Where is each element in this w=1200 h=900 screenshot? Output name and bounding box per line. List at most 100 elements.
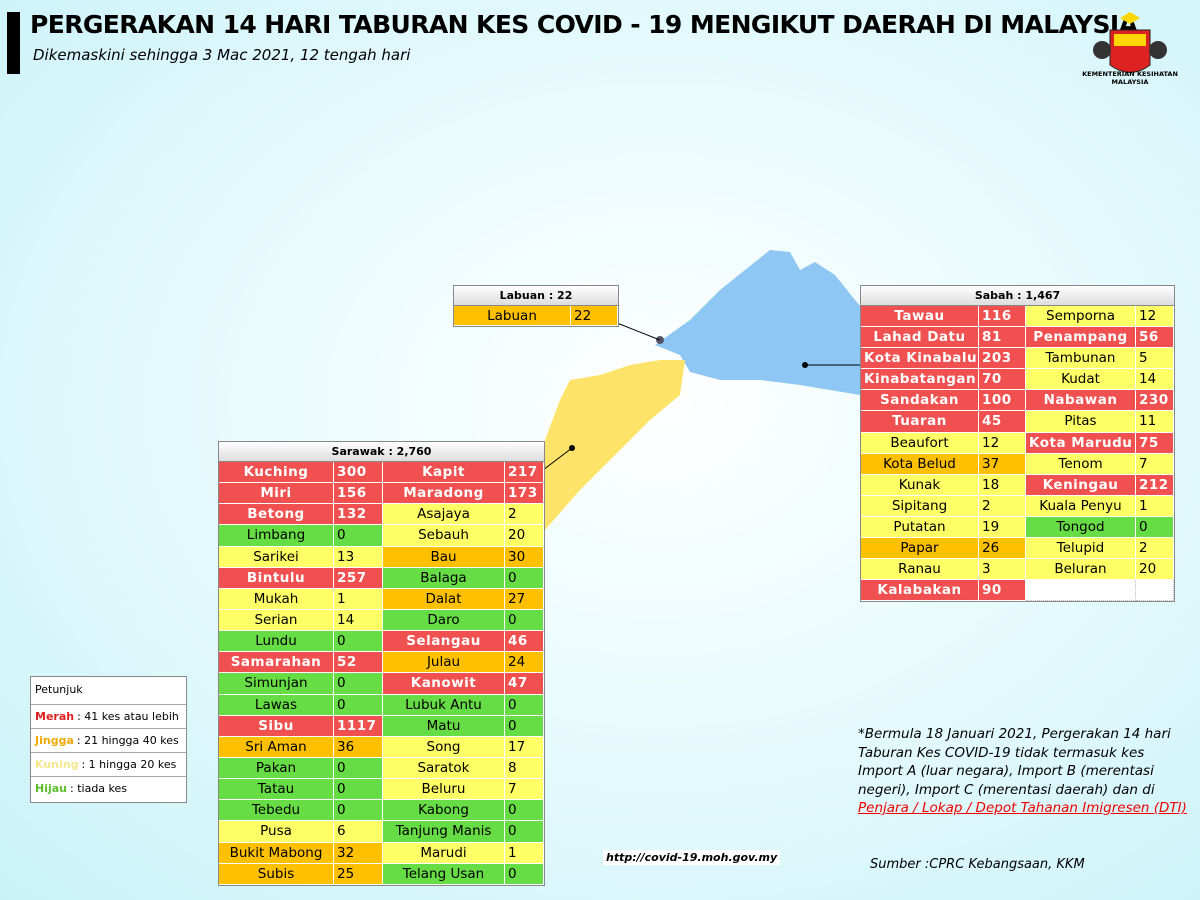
district-name: Bintulu (219, 567, 334, 589)
case-count: 52 (334, 652, 383, 674)
district-name: Betong (219, 504, 334, 526)
case-count: 1 (334, 588, 383, 610)
case-count: 90 (979, 580, 1026, 602)
case-count: 32 (334, 842, 383, 864)
table-row: Limbang 0 Sebauh 20 (219, 525, 544, 547)
district-name: Ranau (861, 559, 979, 581)
case-count: 25 (334, 863, 383, 885)
case-count: 1117 (334, 715, 383, 737)
case-count: 81 (979, 327, 1026, 349)
case-count: 203 (979, 348, 1026, 370)
legend-item: Merah: 41 kes atau lebih (31, 704, 186, 728)
table-row: Sibu 1117 Matu 0 (219, 715, 544, 737)
table-title: Sabah : 1,467 (861, 286, 1174, 306)
district-name: Sarikei (219, 546, 334, 568)
district-name: Kota Belud (861, 453, 979, 475)
case-count: 7 (1136, 453, 1174, 475)
district-name: Samarahan (219, 652, 334, 674)
url[interactable]: http://covid-19.moh.gov.my (603, 850, 781, 865)
legend: Petunjuk Merah: 41 kes atau lebih Jingga:… (30, 676, 187, 803)
case-count (1136, 580, 1174, 602)
district-name: Kudat (1026, 369, 1136, 391)
district-name: Subis (219, 863, 334, 885)
table-row: Labuan 22 (454, 306, 618, 326)
table-row: Betong 132 Asajaya 2 (219, 504, 544, 526)
labuan-table: Labuan : 22 Labuan 22 (453, 285, 619, 327)
table-row: Tuaran 45 Pitas 11 (861, 411, 1174, 433)
table-row: Samarahan 52 Julau 24 (219, 652, 544, 674)
table-row: Bintulu 257 Balaga 0 (219, 567, 544, 589)
district-name: Miri (219, 483, 334, 505)
table-row: Sri Aman 36 Song 17 (219, 736, 544, 758)
logo (1093, 12, 1167, 73)
legend-label: Kuning (35, 758, 79, 771)
connector-dot (569, 445, 575, 451)
district-name: Balaga (383, 567, 505, 589)
district-name: Sri Aman (219, 736, 334, 758)
table-row: Putatan 19 Tongod 0 (861, 516, 1174, 539)
district-name: Tanjung Manis (383, 821, 505, 843)
district-name: Beaufort (861, 432, 979, 454)
district-name: Kanowit (383, 673, 505, 695)
case-count: 30 (505, 546, 544, 568)
case-count: 27 (505, 588, 544, 610)
case-count: 300 (334, 462, 383, 484)
case-count: 56 (1136, 327, 1174, 349)
note-text: *Bermula 18 Januari 2021, Pergerakan 14 … (858, 726, 1171, 798)
district-name: Lawas (219, 694, 334, 716)
case-count: 45 (979, 411, 1026, 433)
case-count: 0 (505, 567, 544, 589)
table-row: Tatau 0 Beluru 7 (219, 779, 544, 801)
district-name: Mukah (219, 588, 334, 610)
case-count: 47 (505, 673, 544, 695)
case-count: 6 (334, 821, 383, 843)
district-name: Selangau (383, 631, 505, 653)
case-count: 14 (1136, 369, 1174, 391)
district-name: Labuan (454, 306, 571, 326)
case-count: 0 (334, 525, 383, 547)
case-count: 22 (571, 306, 618, 326)
table-row: Kuching 300 Kapit 217 (219, 462, 544, 484)
table-row: Tebedu 0 Kabong 0 (219, 800, 544, 822)
district-name: Marudi (383, 842, 505, 864)
table-title: Labuan : 22 (454, 286, 618, 306)
district-name: Nabawan (1026, 390, 1136, 412)
connector-dot (802, 362, 808, 368)
table-row: Pusa 6 Tanjung Manis 0 (219, 821, 544, 843)
sarawak-table: Sarawak : 2,760 Kuching 300 Kapit 217 Miri 156… (218, 441, 545, 886)
table-row: Kota Belud 37 Tenom 7 (861, 453, 1174, 475)
source: Sumber :CPRC Kebangsaan, KKM (870, 857, 1085, 872)
case-count: 18 (979, 474, 1026, 496)
table-row: Sandakan 100 Nabawan 230 (861, 390, 1174, 412)
district-name: Lundu (219, 631, 334, 653)
case-count: 20 (1136, 559, 1174, 581)
district-name: Semporna (1026, 306, 1136, 328)
district-name: Sebauh (383, 525, 505, 547)
case-count: 0 (505, 800, 544, 822)
district-name: Daro (383, 609, 505, 632)
case-count: 0 (334, 631, 383, 653)
district-name: Tenom (1026, 453, 1136, 475)
table-title: Sarawak : 2,760 (219, 442, 544, 462)
case-count: 75 (1136, 432, 1174, 454)
legend-text: : tiada kes (70, 782, 128, 795)
district-name: Kuching (219, 462, 334, 484)
case-count: 1 (505, 842, 544, 864)
case-count: 156 (334, 483, 383, 505)
district-name: Tambunan (1026, 348, 1136, 370)
district-name: Kota Kinabalu (861, 348, 979, 370)
district-name: Kuala Penyu (1026, 495, 1136, 517)
table-row: Subis 25 Telang Usan 0 (219, 863, 544, 885)
table-row: Kalabakan 90 (861, 580, 1174, 602)
case-count: 0 (505, 694, 544, 716)
title: PERGERAKAN 14 HARI TABURAN KES COVID - 1… (30, 10, 1138, 39)
case-count: 0 (505, 609, 544, 632)
district-name: Pusa (219, 821, 334, 843)
note-link[interactable]: Penjara / Lokap / Depot Tahanan Imigrese… (858, 800, 1187, 816)
table-row: Lahad Datu 81 Penampang 56 (861, 327, 1174, 349)
case-count: 24 (505, 652, 544, 674)
district-name: Sibu (219, 715, 334, 737)
case-count: 0 (1136, 516, 1174, 539)
case-count: 3 (979, 559, 1026, 581)
table-row: Papar 26 Telupid 2 (861, 538, 1174, 560)
